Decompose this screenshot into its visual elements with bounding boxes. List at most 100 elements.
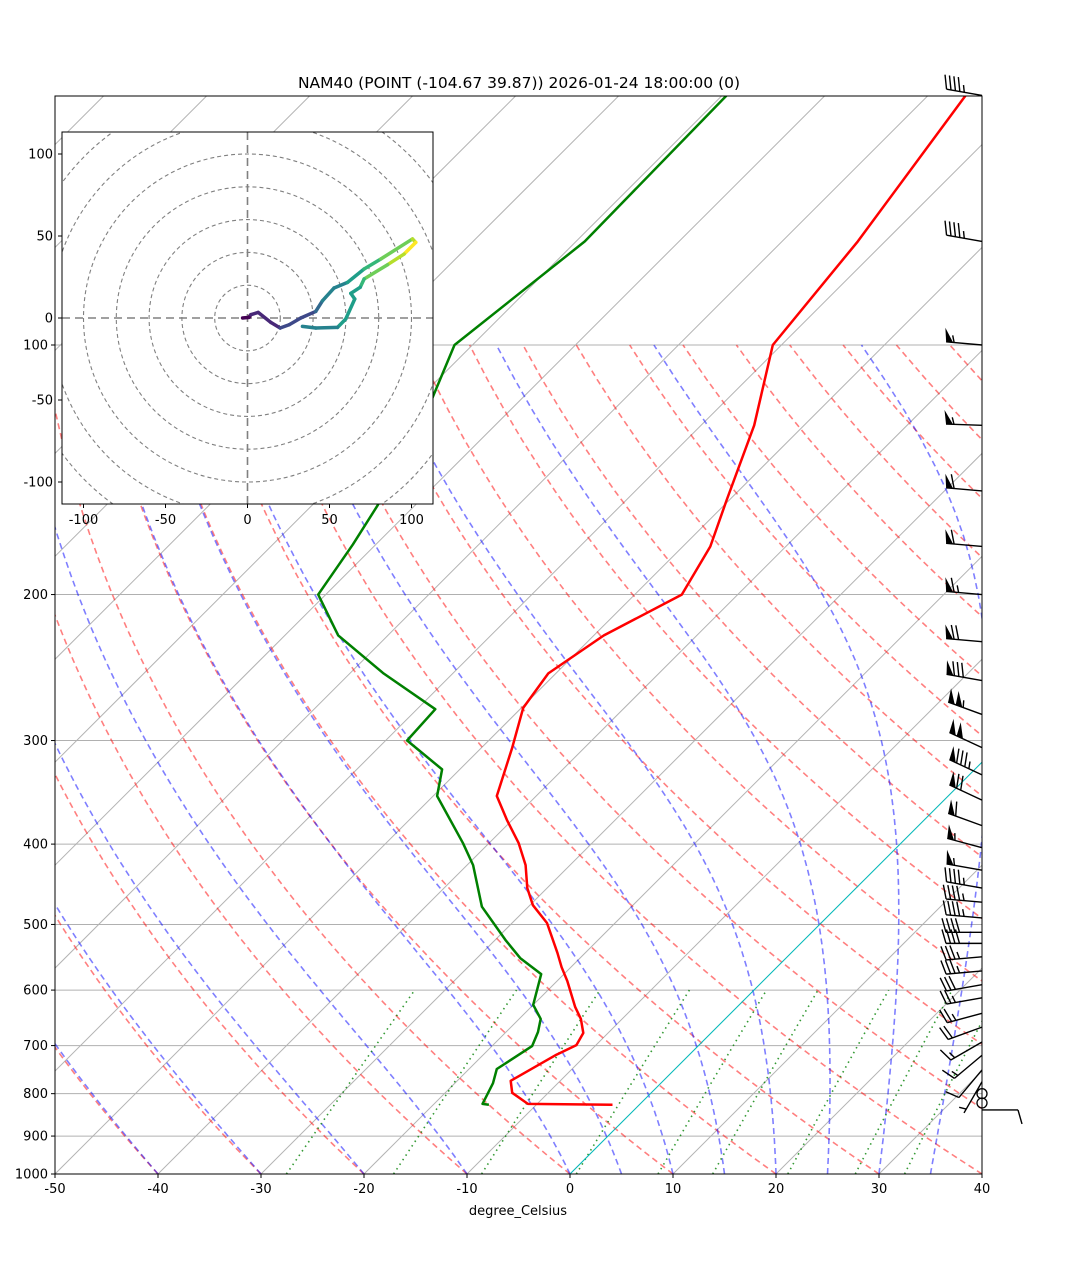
barb-shaft: [945, 423, 983, 427]
chart-title: NAM40 (POINT (-104.67 39.87)) 2026-01-24…: [298, 74, 740, 92]
isotherm-line: [672, 864, 982, 1174]
wind-barb: [940, 945, 983, 961]
dry-adiabat-line: [55, 913, 262, 1174]
x-tick-label: -10: [456, 1182, 477, 1197]
barb-full: [1017, 1109, 1023, 1125]
barb-full: [943, 989, 952, 1004]
barb-full: [948, 975, 957, 990]
wind-barb: [982, 1109, 1023, 1125]
barb-half: [962, 85, 965, 93]
barb-full: [943, 1008, 953, 1022]
barb-half: [951, 995, 957, 1003]
barb-full: [940, 960, 947, 975]
isotherm-line: [55, 96, 825, 866]
barb-full: [954, 918, 961, 933]
isotherm-line: [55, 96, 928, 969]
dry-adiabat-line: [55, 406, 571, 1174]
wind-barb: [945, 473, 983, 492]
barb-half: [951, 1070, 959, 1077]
barb-full: [939, 1049, 952, 1061]
barb-flag: [955, 690, 963, 708]
barb-full: [955, 625, 960, 640]
barb-full: [939, 977, 948, 992]
hodograph-y-tick-label: 100: [28, 148, 53, 163]
wind-barb: [942, 900, 983, 919]
x-tick-label: -50: [44, 1182, 65, 1197]
barb-half: [962, 230, 965, 239]
wind-barb: [947, 799, 983, 827]
hodograph-x-tick-label: 50: [321, 513, 338, 528]
barb-full: [948, 221, 952, 237]
barb-full: [947, 884, 952, 900]
wind-barb: [945, 529, 983, 548]
temperature-profile-line: [495, 96, 967, 1106]
barb-flag: [949, 771, 956, 788]
hodograph-x-tick-label: -50: [155, 513, 176, 528]
moist-adiabat-line: [653, 344, 900, 1174]
hodograph-segment: [345, 267, 366, 285]
hodograph-segment: [287, 316, 303, 327]
wind-barb: [939, 1041, 983, 1061]
x-tick-label: 20: [768, 1182, 785, 1197]
barb-full: [948, 868, 952, 883]
wind-barb: [940, 959, 983, 975]
y-tick-label: 300: [23, 734, 48, 749]
barb-half: [962, 700, 965, 708]
barb-full: [942, 884, 947, 900]
barb-full: [952, 661, 956, 676]
moist-adiabat-line: [208, 344, 674, 1174]
barb-full: [957, 76, 961, 92]
isotherm-line: [157, 349, 982, 1174]
barb-full: [944, 220, 948, 236]
dry-adiabat-line: [55, 612, 468, 1174]
barb-shaft: [946, 637, 983, 643]
barb-shaft: [946, 983, 983, 992]
barb-shaft: [949, 731, 983, 749]
barb-full: [955, 773, 960, 789]
isotherm-line: [775, 967, 982, 1174]
barb-flag: [945, 473, 954, 489]
dry-adiabat-line: [55, 772, 365, 1174]
barb-full: [943, 1025, 953, 1039]
barb-full: [939, 1027, 949, 1040]
hodograph-y-tick-label: -100: [23, 476, 53, 491]
barb-full: [939, 990, 948, 1005]
plot-frame: [54, 95, 983, 1175]
isotherm-line: [55, 143, 982, 1072]
hodograph-segment: [313, 325, 340, 330]
barb-full: [964, 752, 968, 767]
y-tick-label: 600: [23, 984, 48, 999]
barb-full: [951, 901, 956, 916]
barb-half: [956, 965, 961, 974]
barb-half: [956, 585, 960, 593]
wind-barb: [939, 1008, 983, 1024]
hodograph-segment: [379, 237, 415, 261]
wind-barb: [944, 410, 983, 427]
barb-flag: [948, 799, 955, 816]
wind-barb: [945, 624, 983, 643]
barb-full: [950, 529, 955, 545]
moist-adiabat-line: [96, 344, 571, 1174]
barb-full: [957, 222, 961, 238]
barb-full: [949, 945, 956, 960]
barb-half: [962, 877, 965, 886]
barb-flag: [949, 746, 956, 763]
dry-adiabat-line: [468, 344, 982, 920]
hodograph-inset: -100 -50 0 50 100 100 50 0 -50 -100: [23, 131, 434, 528]
barb-shaft: [946, 590, 983, 596]
barb-full: [944, 959, 952, 974]
barb-half: [961, 909, 965, 917]
hodograph-y-tick-label: 0: [45, 312, 53, 327]
barb-full: [954, 929, 961, 944]
wind-barb: [949, 746, 983, 776]
dry-adiabat-line: [202, 344, 880, 1174]
barb-full: [949, 959, 956, 974]
moist-adiabat-line: [147, 344, 623, 1174]
barb-shaft: [953, 1054, 983, 1079]
y-tick-label: 100: [23, 339, 48, 354]
dry-adiabat-line: [148, 344, 777, 1174]
hodograph-plot-area: [62, 132, 433, 504]
hodograph-segment: [269, 320, 282, 330]
mixing-ratio-line: [787, 989, 890, 1174]
